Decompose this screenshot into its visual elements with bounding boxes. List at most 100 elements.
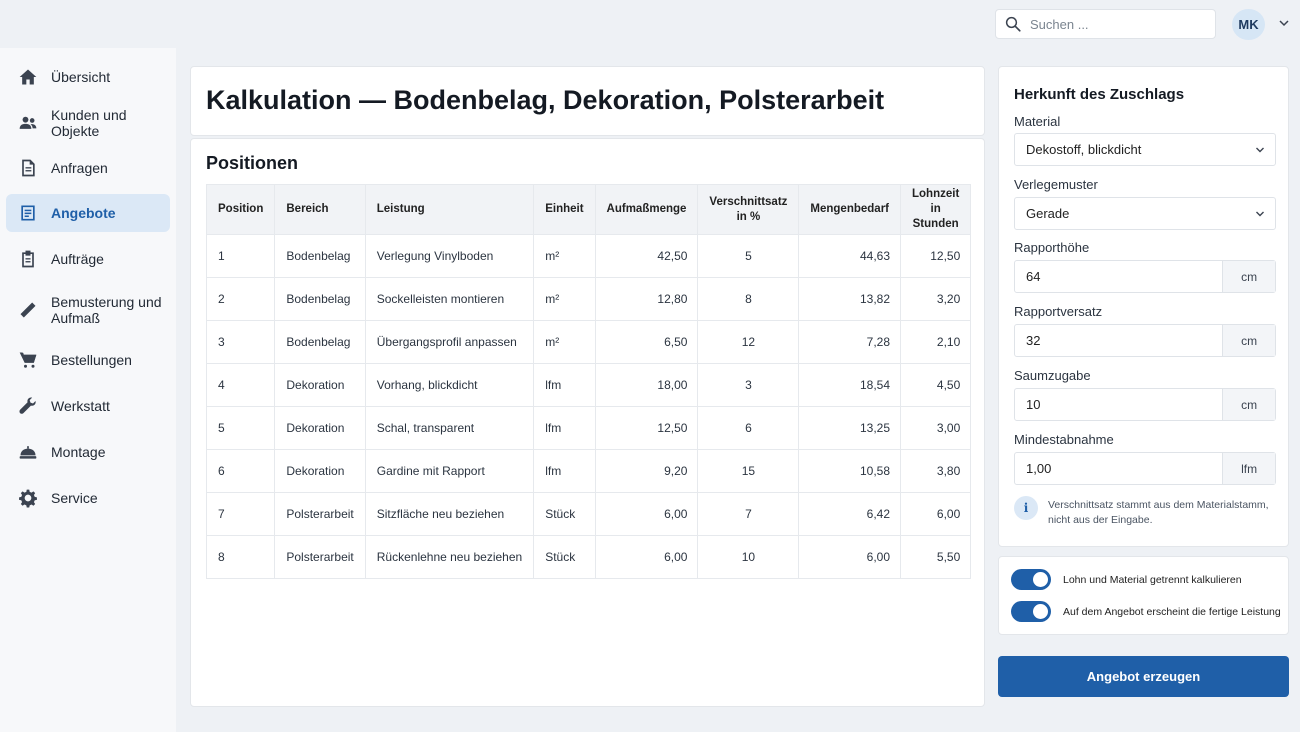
table-cell: 15	[697, 449, 800, 493]
repeat-offset-input[interactable]	[1015, 325, 1223, 356]
table-cell: 5	[697, 234, 800, 278]
sidebar-item-bemusterung[interactable]: Bemusterung und Aufmaß	[6, 286, 170, 334]
column-header[interactable]: Position	[205, 184, 276, 235]
table-cell: 12,80	[594, 277, 699, 321]
sidebar-item-label: Anfragen	[51, 160, 108, 176]
table-cell: m²	[533, 234, 596, 278]
table-row[interactable]: 3 Bodenbelag Übergangsprofil anpassen m² 6,5…	[205, 320, 972, 364]
sidebar-item-auftraege[interactable]: Aufträge	[6, 240, 170, 278]
search-icon	[1005, 16, 1021, 32]
table-header-row: Position Bereich Leistung Einheit Aufmaß…	[205, 184, 972, 235]
sidebar-item-anfragen[interactable]: Anfragen	[6, 149, 170, 187]
finished-service-toggle[interactable]	[1011, 601, 1051, 622]
options-card: Lohn und Material getrennt kalkulieren A…	[998, 556, 1289, 635]
material-select[interactable]: Dekostoff, blickdicht	[1014, 133, 1276, 166]
column-header[interactable]: Leistung	[364, 184, 535, 235]
clipboard-icon	[17, 248, 39, 270]
table-cell: 13,82	[798, 277, 901, 321]
separate-calculation-toggle[interactable]	[1011, 569, 1051, 590]
table-cell: 2,10	[899, 320, 972, 364]
table-row[interactable]: 7 Polsterarbeit Sitzfläche neu beziehen Stü…	[205, 492, 972, 536]
table-cell: 3	[697, 363, 800, 407]
search-box[interactable]	[995, 9, 1216, 39]
people-icon	[17, 112, 39, 134]
home-icon	[17, 66, 39, 88]
table-cell: 13,25	[798, 406, 901, 450]
sidebar-item-werkstatt[interactable]: Werkstatt	[6, 387, 170, 425]
sidebar-item-montage[interactable]: Montage	[6, 433, 170, 471]
hem-field: cm	[1014, 388, 1276, 421]
min-qty-field: lfm	[1014, 452, 1276, 485]
column-header[interactable]: Bereich	[274, 184, 366, 235]
table-row[interactable]: 5 Dekoration Schal, transparent lfm 12,50 6 13…	[205, 406, 972, 450]
column-header[interactable]: Mengenbedarf	[798, 184, 901, 235]
table-cell: Stück	[533, 535, 596, 579]
table-cell: 3	[205, 320, 276, 364]
sidebar-item-angebote[interactable]: Angebote	[6, 194, 170, 232]
table-cell: Dekoration	[274, 449, 366, 493]
column-header[interactable]: Lohnzeit in Stunden	[899, 184, 972, 235]
table-cell: 4,50	[899, 363, 972, 407]
sidebar-item-bestellungen[interactable]: Bestellungen	[6, 341, 170, 379]
install-icon	[17, 441, 39, 463]
sidebar-item-label: Bestellungen	[51, 352, 132, 368]
table-cell: 6,00	[594, 535, 699, 579]
table-cell: 2	[205, 277, 276, 321]
pattern-value: Gerade	[1026, 206, 1070, 221]
chevron-down-icon	[1256, 211, 1264, 217]
toggle-row-separate: Lohn und Material getrennt kalkulieren	[1011, 569, 1242, 590]
unit-label: lfm	[1222, 453, 1275, 484]
gear-icon	[17, 487, 39, 509]
positions-card: Positionen Position Bereich Leistung Ein…	[190, 138, 985, 707]
hem-input[interactable]	[1015, 389, 1223, 420]
min-qty-input[interactable]	[1015, 453, 1223, 484]
table-row[interactable]: 6 Dekoration Gardine mit Rapport lfm 9,20 15 1…	[205, 449, 972, 493]
toggle-label: Auf dem Angebot erscheint die fertige Le…	[1063, 605, 1281, 618]
surcharge-origin-panel: Herkunft des Zuschlags Material Dekostof…	[998, 66, 1289, 547]
table-cell: 10	[697, 535, 800, 579]
chevron-down-icon[interactable]	[1278, 17, 1290, 29]
table-cell: lfm	[533, 363, 596, 407]
column-header[interactable]: Verschnittsatz in %	[697, 184, 800, 235]
avatar[interactable]: MK	[1232, 9, 1265, 40]
table-cell: 3,20	[899, 277, 972, 321]
sidebar-item-service[interactable]: Service	[6, 479, 170, 517]
sidebar-item-label: Übersicht	[51, 69, 111, 85]
create-offer-button[interactable]: Angebot erzeugen	[998, 656, 1289, 697]
table-row[interactable]: 1 Bodenbelag Verlegung Vinylboden m² 42,50 5 4…	[205, 234, 972, 278]
page-title: Kalkulation — Bodenbelag, Dekoration, Po…	[206, 85, 885, 115]
sidebar-item-label: Kunden und Objekte	[51, 107, 127, 139]
column-header[interactable]: Aufmaßmenge	[594, 184, 699, 235]
sidebar-item-label: Service	[51, 490, 98, 506]
positions-table: Position Bereich Leistung Einheit Aufmaß…	[205, 184, 972, 579]
table-cell: Bodenbelag	[274, 277, 366, 321]
table-cell: 6	[205, 449, 276, 493]
ruler-icon	[17, 299, 39, 321]
column-header[interactable]: Einheit	[533, 184, 596, 235]
table-row[interactable]: 2 Bodenbelag Sockelleisten montieren m² 12,8…	[205, 277, 972, 321]
table-cell: lfm	[533, 406, 596, 450]
table-row[interactable]: 4 Dekoration Vorhang, blickdicht lfm 18,00 3 1…	[205, 363, 972, 407]
table-row[interactable]: 8 Polsterarbeit Rückenlehne neu beziehen St…	[205, 535, 972, 579]
search-input[interactable]	[1030, 16, 1200, 32]
table-cell: lfm	[533, 449, 596, 493]
table-cell: Stück	[533, 492, 596, 536]
repeat-height-input[interactable]	[1015, 261, 1223, 292]
offer-document-icon	[17, 202, 39, 224]
toggle-knob	[1033, 572, 1048, 587]
table-cell: Dekoration	[274, 363, 366, 407]
unit-label: cm	[1222, 389, 1275, 420]
table-cell: 3,00	[899, 406, 972, 450]
sidebar-item-kunden[interactable]: Kunden und Objekte	[6, 104, 170, 142]
title-card: Kalkulation — Bodenbelag, Dekoration, Po…	[190, 66, 985, 136]
sidebar-item-label: Werkstatt	[51, 398, 110, 414]
unit-label: cm	[1222, 261, 1275, 292]
sidebar-item-label: Bemusterung und Aufmaß	[51, 294, 162, 326]
table-cell: 18,00	[594, 363, 699, 407]
pattern-select[interactable]: Gerade	[1014, 197, 1276, 230]
sidebar-item-label: Montage	[51, 444, 106, 460]
table-cell: 3,80	[899, 449, 972, 493]
table-cell: Gardine mit Rapport	[364, 449, 535, 493]
table-cell: 6,00	[798, 535, 901, 579]
sidebar-item-uebersicht[interactable]: Übersicht	[6, 58, 170, 96]
